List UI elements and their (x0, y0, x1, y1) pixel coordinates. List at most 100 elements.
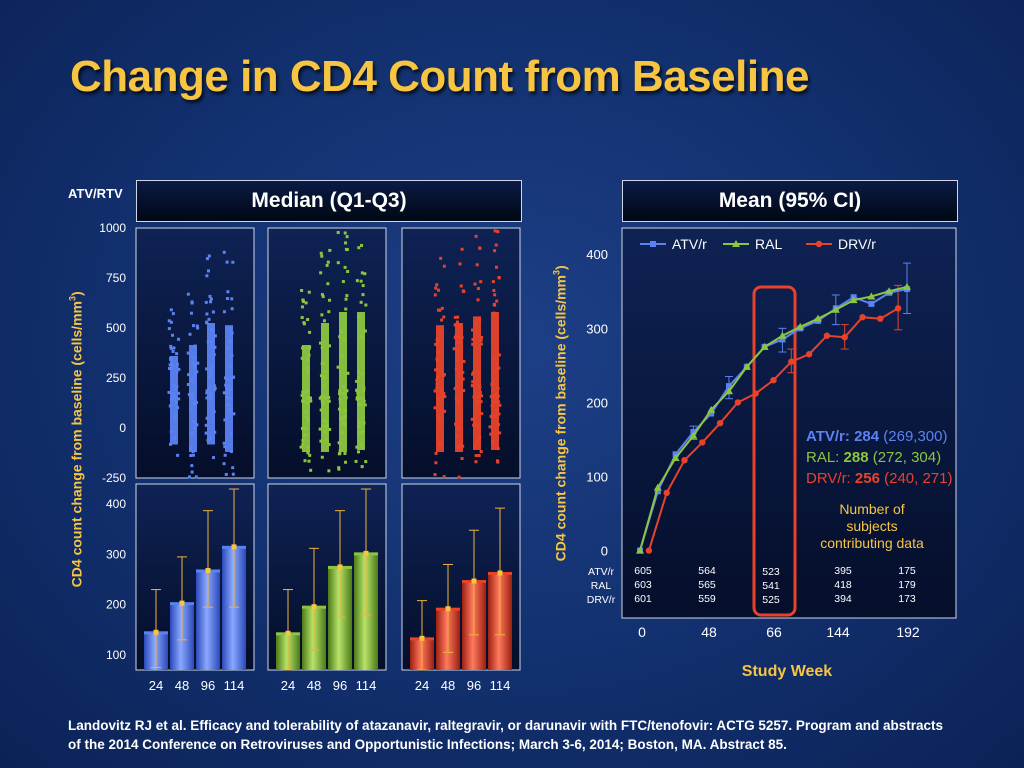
scatter-point (173, 396, 177, 400)
scatter-point (433, 473, 437, 477)
atv-marker (708, 410, 715, 417)
scatter-point (328, 298, 332, 302)
scatter-point (341, 431, 345, 435)
subject-count: 394 (834, 593, 852, 605)
scatter-point (437, 441, 441, 445)
scatter-point (193, 400, 197, 404)
scatter-point (458, 400, 462, 404)
atv-marker (654, 488, 661, 495)
scatter-point (460, 457, 464, 461)
ral-marker (725, 387, 733, 395)
legend-label: DRV/r (838, 236, 876, 252)
scatter-point (493, 229, 497, 233)
scatter-core (473, 316, 481, 450)
scatter-point (460, 247, 464, 251)
scatter-point (175, 370, 179, 374)
drv-marker (734, 399, 742, 406)
scatter-point (357, 370, 361, 374)
scatter-point (222, 250, 226, 254)
scatter-point (489, 395, 493, 399)
ral-marker (689, 431, 698, 439)
scatter-point (342, 392, 346, 396)
scatter-point (455, 434, 459, 438)
scatter-point (435, 386, 439, 390)
scatter-point (229, 432, 233, 436)
scatter-point (457, 325, 461, 329)
scatter-point (192, 375, 196, 379)
median-marker (471, 578, 477, 584)
scatter-point (492, 311, 496, 315)
scatter-point (357, 315, 361, 319)
scatter-point (175, 384, 179, 388)
scatter-point (193, 426, 197, 430)
scatter-point (307, 346, 311, 350)
scatter-point (338, 401, 342, 405)
scatter-point (193, 364, 197, 368)
scatter-point (304, 410, 308, 414)
scatter-point (458, 262, 462, 266)
scatter-point (355, 379, 359, 383)
scatter-point (492, 357, 496, 361)
scatter-point (190, 470, 194, 474)
subject-count: 564 (698, 565, 716, 577)
scatter-y-tick-label: 1000 (99, 221, 126, 235)
scatter-point (474, 460, 478, 464)
scatter-point (492, 370, 496, 374)
scatter-point (437, 419, 441, 423)
mean-header: Mean (95% CI) (622, 180, 958, 222)
bar-y-tick-label: 100 (106, 648, 126, 662)
scatter-point (325, 263, 329, 267)
scatter-point (307, 459, 311, 463)
scatter-point (343, 408, 347, 412)
scatter-point (205, 274, 209, 278)
annotation-value: 288 (844, 449, 869, 466)
scatter-point (362, 421, 366, 425)
scatter-point (495, 408, 499, 412)
scatter-y-tick-label: 500 (106, 321, 126, 335)
scatter-point (231, 472, 235, 476)
scatter-point (319, 251, 323, 255)
scatter-point (460, 336, 464, 340)
scatter-point (455, 385, 459, 389)
subject-count: 179 (898, 579, 916, 591)
line-x-tick-label: 48 (701, 624, 717, 640)
scatter-point (472, 395, 476, 399)
legend-label: RAL (755, 236, 782, 252)
scatter-point (318, 427, 322, 431)
scatter-point (434, 368, 438, 372)
scatter-point (361, 293, 365, 297)
scatter-point (459, 420, 463, 424)
scatter-point (338, 335, 342, 339)
ral-marker (653, 483, 662, 491)
drv-marker (770, 376, 777, 384)
scatter-point (337, 466, 341, 470)
scatter-point (343, 451, 347, 455)
scatter-point (306, 418, 310, 422)
scatter-point (360, 243, 364, 247)
scatter-point (319, 439, 323, 443)
scatter-point (173, 436, 177, 440)
scatter-point (342, 338, 346, 342)
scatter-point (206, 269, 210, 273)
scatter-point (472, 370, 476, 374)
median-header: Median (Q1-Q3) (136, 180, 522, 222)
atv-rtv-label: ATV/RTV (68, 186, 123, 201)
ral-marker (671, 453, 680, 461)
scatter-column-2-1 (452, 247, 466, 479)
scatter-point (171, 392, 175, 396)
subjects-note-line: Number of (839, 501, 904, 517)
scatter-point (191, 361, 195, 365)
scatter-point (496, 394, 500, 398)
bar-x-tick-label: 24 (415, 678, 429, 693)
scatter-point (457, 323, 461, 327)
scatter-point (458, 395, 462, 399)
scatter-y-tick-label: 250 (106, 371, 126, 385)
scatter-point (440, 318, 444, 322)
scatter-point (195, 400, 199, 404)
scatter-point (300, 356, 304, 360)
scatter-point (208, 374, 212, 378)
scatter-core (436, 325, 444, 452)
scatter-point (225, 297, 229, 301)
scatter-point (337, 441, 341, 445)
scatter-point (471, 328, 475, 332)
